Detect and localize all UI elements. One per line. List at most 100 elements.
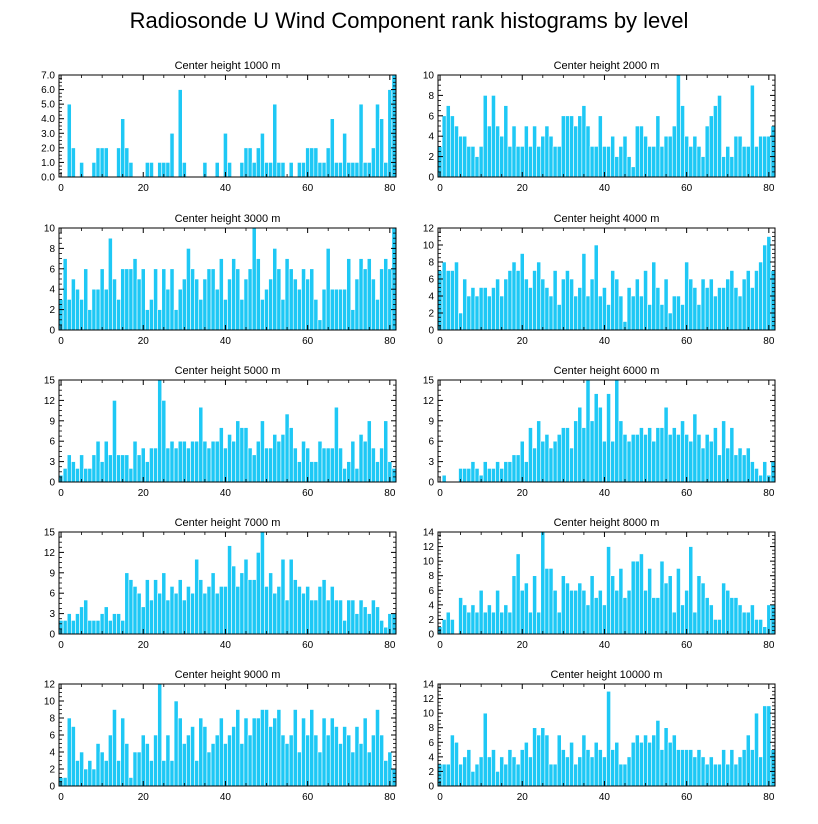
histogram-bar	[235, 586, 241, 635]
main-title: Radiosonde U Wind Component rank histogr…	[129, 8, 689, 33]
histogram-bar	[556, 304, 562, 331]
histogram-bar	[544, 568, 550, 635]
y-tick-label: 3	[49, 609, 55, 620]
histogram-bar	[313, 461, 319, 483]
histogram-bar	[305, 447, 310, 483]
histogram-bar	[371, 599, 376, 635]
histogram-bar	[708, 756, 714, 787]
histogram-bar	[491, 468, 496, 483]
x-tick-label: 60	[681, 488, 693, 499]
y-tick-label: 4	[428, 600, 434, 611]
histogram-bar	[346, 258, 352, 331]
y-tick-label: 6	[49, 437, 55, 448]
histogram-bar	[120, 118, 126, 178]
histogram-bar	[470, 771, 476, 787]
y-tick-label: 0	[428, 630, 434, 641]
x-tick-label: 20	[517, 792, 529, 803]
histogram-bar	[680, 420, 685, 483]
histogram-bar	[482, 712, 488, 787]
histogram-bar	[181, 440, 187, 483]
histogram-bar	[618, 295, 624, 331]
histogram-bar	[124, 147, 130, 178]
y-tick-label: 5.0	[41, 100, 55, 111]
histogram-bar	[309, 709, 315, 787]
histogram-bar	[247, 734, 253, 787]
histogram-bar	[708, 278, 714, 331]
histogram-bar	[548, 295, 554, 331]
histogram-bar	[639, 295, 644, 331]
histogram-bar	[227, 434, 232, 483]
histogram-bar	[684, 261, 689, 331]
histogram-bar	[235, 268, 241, 331]
histogram-bar	[482, 461, 488, 483]
histogram-bar	[630, 434, 636, 483]
histogram-bar	[462, 278, 468, 331]
histogram-bar	[614, 278, 620, 331]
histogram-bar	[548, 763, 554, 787]
histogram-bar	[371, 147, 376, 178]
x-tick-label: 60	[302, 336, 314, 347]
histogram-bar	[511, 125, 517, 178]
histogram-bar	[717, 619, 722, 635]
histogram-bar	[671, 611, 677, 635]
histogram-bar	[606, 393, 611, 483]
histogram-bar	[663, 727, 669, 787]
histogram-bar	[66, 613, 72, 635]
histogram-bar	[83, 268, 89, 331]
histogram-bar	[737, 604, 743, 635]
y-tick-label: 6	[49, 264, 55, 275]
histogram-bar	[338, 599, 343, 635]
histogram-bar	[99, 147, 105, 178]
histogram-bar	[634, 434, 640, 483]
histogram-bar	[725, 278, 731, 331]
histogram-bar	[750, 287, 755, 331]
histogram-bar	[737, 135, 743, 178]
panel-4: Center height 4000 m 0 2 4 6 8 10 12 0 20 40 60 80	[423, 213, 776, 347]
histogram-bar	[511, 756, 517, 787]
histogram-bar	[292, 709, 298, 787]
y-tick-label: 4	[428, 752, 434, 763]
histogram-bar	[325, 147, 331, 178]
histogram-bar	[741, 278, 747, 331]
histogram-bar	[317, 162, 323, 178]
histogram-bar	[177, 89, 183, 178]
histogram-bar	[342, 468, 347, 483]
histogram-bar	[149, 162, 154, 178]
histogram-bar	[474, 295, 480, 331]
histogram-bar	[585, 379, 591, 483]
histogram-bar	[186, 447, 191, 483]
x-tick-label: 20	[138, 336, 150, 347]
histogram-bar	[354, 613, 360, 635]
histogram-bar	[103, 440, 109, 483]
histogram-bar	[120, 454, 126, 483]
histogram-bar	[741, 611, 747, 635]
y-tick-label: 6	[49, 731, 55, 742]
histogram-bar	[83, 599, 89, 635]
histogram-bar	[169, 760, 175, 787]
y-tick-label: 10	[423, 241, 435, 252]
histogram-bar	[190, 268, 195, 331]
histogram-bar	[268, 726, 274, 787]
histogram-bar	[511, 454, 517, 483]
y-tick-label: 10	[44, 224, 56, 235]
panel-title: Center height 8000 m	[554, 517, 660, 529]
histogram-bar	[186, 586, 191, 635]
histogram-bar	[659, 427, 665, 483]
histogram-bar	[321, 579, 327, 635]
histogram-bar	[181, 278, 187, 331]
histogram-bar	[560, 278, 566, 331]
histogram-bar	[239, 162, 245, 178]
histogram-bar	[680, 604, 685, 635]
y-tick-label: 0.0	[41, 173, 55, 184]
histogram-bar	[260, 531, 265, 635]
x-tick-label: 20	[138, 640, 150, 651]
histogram-bar	[264, 709, 269, 787]
histogram-bar	[441, 474, 447, 483]
histogram-bar	[218, 427, 224, 483]
histogram-bar	[260, 132, 265, 178]
histogram-bar	[729, 156, 735, 178]
histogram-bar	[218, 258, 224, 331]
histogram-bar	[515, 454, 521, 483]
histogram-bar	[671, 427, 677, 483]
y-tick-label: 4	[49, 748, 55, 759]
